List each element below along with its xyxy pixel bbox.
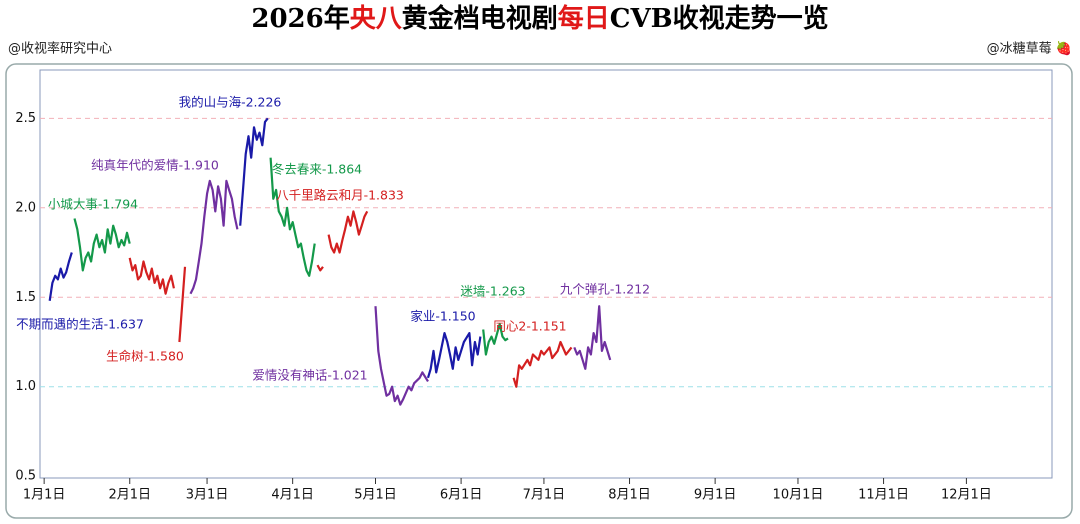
x-tick-label: 12月1日 [941, 488, 992, 503]
series-line [482, 323, 509, 356]
title-part: 央八 [350, 4, 403, 34]
series-label: 家业-1.150 [410, 309, 475, 324]
y-tick-label: 1.5 [15, 290, 36, 305]
x-tick-label: 4月1日 [271, 488, 314, 503]
source: @收视率研究中心 [8, 41, 112, 57]
y-tick-label: 1.0 [15, 379, 36, 394]
series-line [316, 210, 369, 272]
series-label: 纯真年代的爱情-1.910 [91, 158, 219, 173]
series-line [512, 340, 573, 388]
x-tick-label: 7月1日 [523, 488, 566, 503]
series-label: 同心2-1.151 [493, 319, 566, 334]
series-label: 小城大事-1.794 [48, 197, 138, 212]
series-line [189, 179, 239, 295]
series-label: 爱情没有神话-1.021 [252, 368, 367, 383]
x-tick-label: 3月1日 [186, 488, 229, 503]
x-tick-label: 6月1日 [440, 488, 483, 503]
series-label: 生命树-1.580 [106, 349, 184, 364]
x-tick-label: 10月1日 [773, 488, 824, 503]
series-label: 八千里路云和月-1.833 [276, 188, 404, 203]
series-label: 我的山与海-2.226 [179, 95, 282, 110]
series-label: 冬去春来-1.864 [272, 162, 362, 177]
title-part: CVB收视走势一览 [610, 4, 829, 34]
title-part: 2026年 [251, 3, 349, 34]
title-part: 每日 [558, 3, 610, 34]
title-part: 黄金档电视剧 [402, 3, 558, 34]
chart-title: 2026年央八黄金档电视剧每日CVB收视走势一览 [251, 3, 828, 34]
x-tick-label: 5月1日 [354, 488, 397, 503]
y-tick-label: 0.5 [15, 469, 36, 484]
x-tick-label: 9月1日 [694, 488, 737, 503]
series-label: 不期而遇的生活-1.637 [16, 317, 144, 332]
series-line [573, 305, 612, 370]
series-line [239, 117, 269, 226]
series-label: 九个弹孔-1.212 [560, 282, 650, 297]
x-tick-label: 2月1日 [108, 488, 151, 503]
series-line [374, 306, 429, 406]
series-line [48, 252, 73, 301]
series-label: 迷墙-1.263 [460, 284, 525, 299]
plot-frame [39, 69, 1053, 479]
x-tick-label: 11月1日 [858, 488, 909, 503]
series-line [128, 257, 187, 343]
series-line [426, 332, 482, 379]
x-tick-label: 1月1日 [23, 488, 66, 503]
series-line [269, 157, 316, 277]
x-tick-label: 8月1日 [608, 488, 651, 503]
series-line [73, 218, 131, 272]
author: @冰糖草莓 🍓 [987, 41, 1072, 57]
outer-frame [5, 63, 1073, 519]
y-tick-label: 2.0 [15, 200, 36, 215]
y-tick-label: 2.5 [15, 111, 36, 126]
